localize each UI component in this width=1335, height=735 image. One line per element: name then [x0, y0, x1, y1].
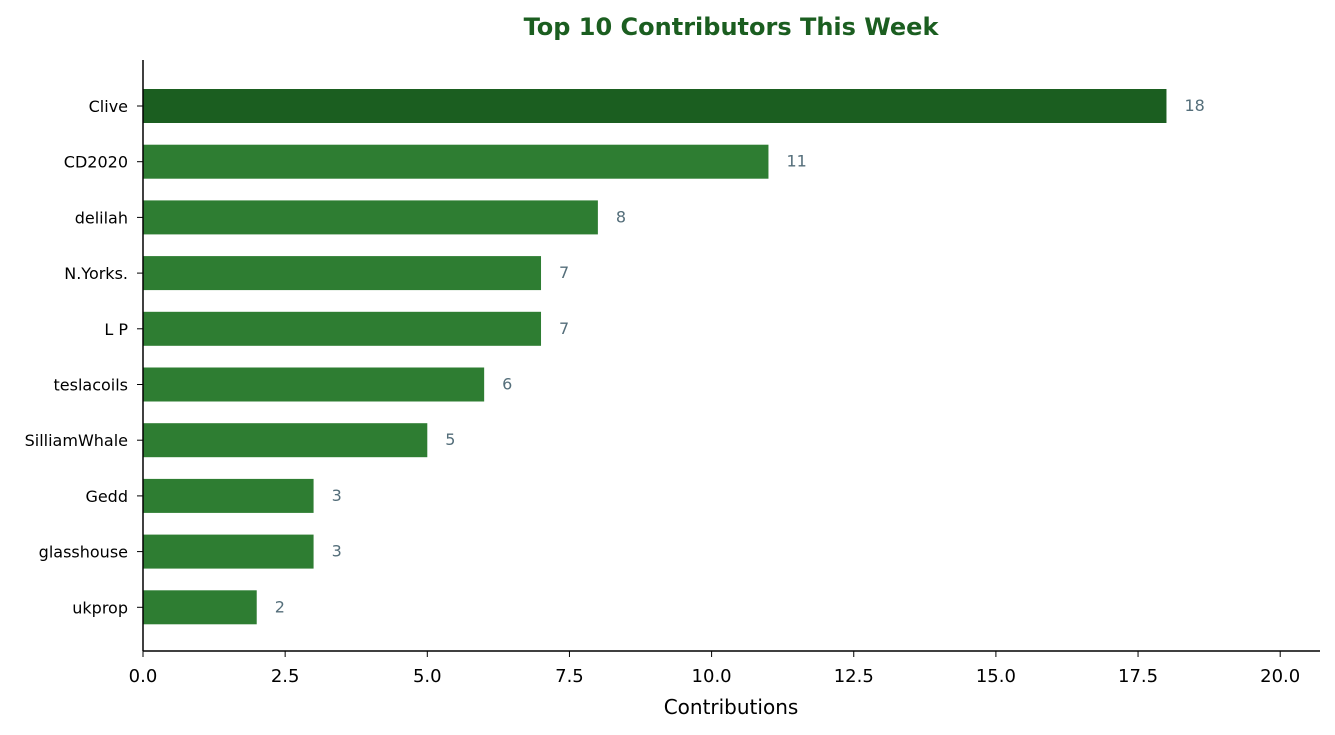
- category-label: CD2020: [64, 153, 128, 172]
- x-tick-label: 2.5: [271, 666, 300, 687]
- value-label: 8: [616, 207, 626, 226]
- x-tick-label: 5.0: [413, 666, 442, 687]
- category-label: Gedd: [85, 487, 128, 506]
- category-label: Clive: [89, 97, 128, 116]
- value-label: 3: [332, 542, 342, 561]
- bar-delilah: [143, 200, 598, 235]
- x-tick-label: 17.5: [1118, 666, 1158, 687]
- x-axis-title: Contributions: [664, 695, 799, 719]
- bar-glasshouse: [143, 534, 314, 569]
- category-label: delilah: [75, 208, 128, 227]
- category-label: teslacoils: [53, 376, 128, 395]
- bar-clive: [143, 89, 1167, 123]
- value-label: 6: [502, 375, 512, 394]
- value-labels: 18 11 8 7 7 6 5 3 3 2: [275, 96, 1205, 616]
- value-label: 18: [1184, 96, 1204, 115]
- category-label: SilliamWhale: [25, 431, 128, 450]
- value-label: 7: [559, 319, 569, 338]
- bar-gedd: [143, 478, 314, 513]
- axes: 0.0 2.5 5.0 7.5 10.0 12.5 15.0 17.5 20.0: [129, 60, 1320, 687]
- chart-title: Top 10 Contributors This Week: [524, 13, 940, 41]
- bar-cd2020: [143, 144, 769, 179]
- bar-silliamwhale: [143, 423, 428, 458]
- category-label: N.Yorks.: [64, 264, 128, 283]
- bar-teslacoils: [143, 367, 485, 402]
- x-tick-label: 7.5: [555, 666, 584, 687]
- value-label: 11: [786, 152, 806, 171]
- value-label: 3: [332, 486, 342, 505]
- bar-n-yorks: [143, 256, 542, 291]
- category-labels: Clive CD2020 delilah N.Yorks. L P teslacoils S…: [25, 97, 129, 617]
- x-tick-label: 10.0: [692, 666, 732, 687]
- category-label: L P: [104, 320, 128, 339]
- x-tick-label: 0.0: [129, 666, 158, 687]
- bar-l-p: [143, 311, 542, 346]
- x-tick-label: 12.5: [834, 666, 874, 687]
- bar-ukprop: [143, 590, 257, 625]
- x-tick-label: 20.0: [1260, 666, 1300, 687]
- x-tick-label: 15.0: [976, 666, 1016, 687]
- bars-layer: [143, 89, 1167, 625]
- category-label: glasshouse: [39, 543, 128, 562]
- value-label: 5: [445, 430, 455, 449]
- value-label: 2: [275, 597, 285, 616]
- category-label: ukprop: [72, 598, 128, 617]
- value-label: 7: [559, 263, 569, 282]
